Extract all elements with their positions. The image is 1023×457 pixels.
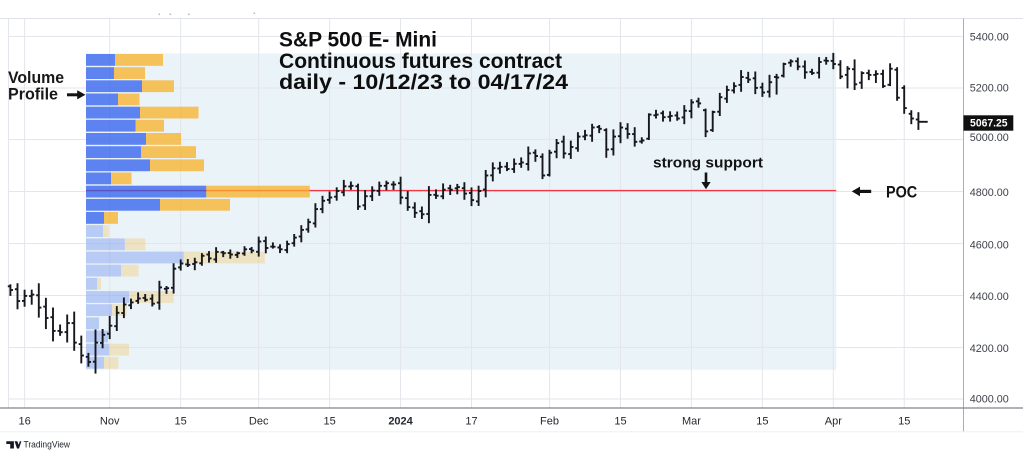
svg-text:15: 15 <box>898 416 910 428</box>
svg-text:Feb: Feb <box>540 416 559 428</box>
svg-text:5000.00: 5000.00 <box>970 132 1009 144</box>
svg-text:16: 16 <box>18 416 30 428</box>
svg-text:5200.00: 5200.00 <box>970 82 1009 94</box>
svg-text:15: 15 <box>324 416 336 428</box>
svg-text:Dec: Dec <box>249 416 269 428</box>
svg-text:POC: POC <box>886 183 917 202</box>
svg-text:15: 15 <box>756 416 768 428</box>
svg-text:4600.00: 4600.00 <box>970 239 1009 251</box>
svg-text:4800.00: 4800.00 <box>970 187 1009 199</box>
svg-text:4000.00: 4000.00 <box>970 393 1009 405</box>
svg-text:Nov: Nov <box>100 416 120 428</box>
svg-text:5067.25: 5067.25 <box>970 118 1008 130</box>
svg-text:S&P 500 E- Mini: S&P 500 E- Mini <box>279 27 437 51</box>
svg-text:Continuous futures contract: Continuous futures contract <box>279 49 562 73</box>
svg-text:17: 17 <box>465 416 477 428</box>
svg-text:Profile: Profile <box>8 86 58 104</box>
svg-text:strong support: strong support <box>653 156 763 172</box>
svg-text:TradingView: TradingView <box>24 439 71 450</box>
svg-text:15: 15 <box>175 416 187 428</box>
svg-text:4200.00: 4200.00 <box>970 343 1009 355</box>
svg-text:2024: 2024 <box>388 416 413 428</box>
svg-text:4400.00: 4400.00 <box>970 291 1009 303</box>
svg-text:5400.00: 5400.00 <box>970 31 1009 43</box>
svg-text:Mar: Mar <box>682 416 701 428</box>
svg-text:15: 15 <box>614 416 626 428</box>
svg-text:Volume: Volume <box>8 69 64 87</box>
svg-text:daily - 10/12/23 to 04/17/24: daily - 10/12/23 to 04/17/24 <box>279 70 568 94</box>
svg-text:Apr: Apr <box>825 416 842 428</box>
